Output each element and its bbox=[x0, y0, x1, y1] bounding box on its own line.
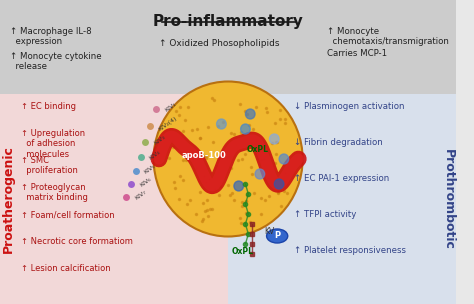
Text: ↑ Monocyte cytokine
  release: ↑ Monocyte cytokine release bbox=[10, 52, 101, 71]
Text: ↓ Plasminogen activation: ↓ Plasminogen activation bbox=[293, 102, 404, 111]
Text: OxPL: OxPL bbox=[247, 144, 269, 154]
Circle shape bbox=[241, 124, 250, 134]
Circle shape bbox=[246, 109, 255, 119]
Ellipse shape bbox=[154, 81, 302, 237]
Text: P: P bbox=[274, 232, 280, 240]
Text: OxPL: OxPL bbox=[232, 247, 254, 257]
Text: ↑ SMC
  proliferation: ↑ SMC proliferation bbox=[21, 156, 78, 175]
Text: ↑ Platelet responsiveness: ↑ Platelet responsiveness bbox=[293, 246, 406, 255]
Text: ↑ EC PAI-1 expression: ↑ EC PAI-1 expression bbox=[293, 174, 389, 183]
Text: ↑ Lesion calcification: ↑ Lesion calcification bbox=[21, 264, 111, 273]
Text: ↑ Monocyte
  chemotaxis/transmigration: ↑ Monocyte chemotaxis/transmigration bbox=[327, 27, 449, 47]
Text: ↑ Proteoglycan
  matrix binding: ↑ Proteoglycan matrix binding bbox=[21, 183, 88, 202]
Text: KIV₃: KIV₃ bbox=[153, 134, 166, 146]
Circle shape bbox=[217, 119, 226, 129]
Text: Carries MCP-1: Carries MCP-1 bbox=[327, 49, 387, 58]
Circle shape bbox=[234, 181, 244, 191]
Text: ↓ Fibrin degradation: ↓ Fibrin degradation bbox=[293, 138, 382, 147]
Text: KV: KV bbox=[264, 227, 274, 237]
Circle shape bbox=[255, 169, 264, 179]
Text: ↑ Macrophage IL-8
  expression: ↑ Macrophage IL-8 expression bbox=[10, 27, 91, 47]
Text: KIV₁: KIV₁ bbox=[164, 101, 177, 113]
Text: ↑ EC binding: ↑ EC binding bbox=[21, 102, 76, 111]
FancyBboxPatch shape bbox=[228, 94, 456, 304]
Text: ↑ TFPI activity: ↑ TFPI activity bbox=[293, 210, 356, 219]
Text: Prothrombotic: Prothrombotic bbox=[442, 149, 455, 250]
Text: KIV₅: KIV₅ bbox=[144, 163, 157, 175]
Text: ↑ Upregulation
  of adhesion
  molecules: ↑ Upregulation of adhesion molecules bbox=[21, 129, 86, 159]
Circle shape bbox=[274, 179, 284, 189]
Text: ↑ Necrotic core formatiom: ↑ Necrotic core formatiom bbox=[21, 237, 133, 246]
Text: apoB-100: apoB-100 bbox=[182, 151, 227, 161]
Circle shape bbox=[279, 154, 289, 164]
Text: Proatherogenic: Proatherogenic bbox=[1, 145, 15, 253]
Ellipse shape bbox=[266, 229, 288, 243]
Text: ↑ Oxidized Phosopholipids: ↑ Oxidized Phosopholipids bbox=[159, 39, 279, 48]
Text: KIV₆: KIV₆ bbox=[139, 176, 152, 188]
Text: ↑ Foam/cell formation: ↑ Foam/cell formation bbox=[21, 210, 115, 219]
FancyBboxPatch shape bbox=[0, 94, 228, 304]
Text: KIV₇: KIV₇ bbox=[134, 189, 147, 201]
Text: Pro-inflammatory: Pro-inflammatory bbox=[153, 14, 303, 29]
Text: KIV₂(4): KIV₂(4) bbox=[158, 116, 178, 132]
Text: KIV₄: KIV₄ bbox=[148, 149, 162, 161]
Circle shape bbox=[270, 134, 279, 144]
FancyBboxPatch shape bbox=[0, 0, 456, 94]
